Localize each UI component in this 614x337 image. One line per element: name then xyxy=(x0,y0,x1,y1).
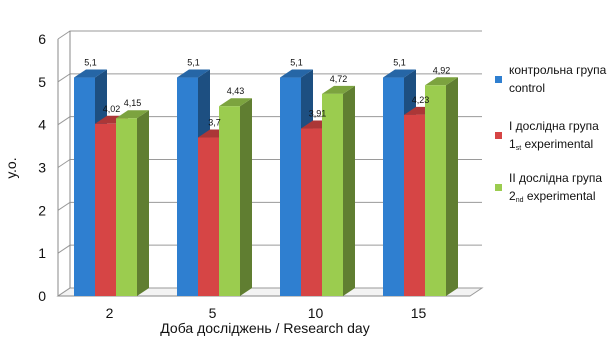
data-label: 5,1 xyxy=(187,58,200,68)
bar-top xyxy=(425,77,458,86)
data-label: 4,15 xyxy=(124,98,142,108)
bar-front xyxy=(322,93,343,297)
bar-front xyxy=(177,77,198,296)
bar-front xyxy=(116,118,137,296)
data-label: 5,1 xyxy=(84,58,97,68)
bar-side xyxy=(446,77,458,296)
data-label: 5,1 xyxy=(393,58,406,68)
legend-label-line2: 1st experimental xyxy=(509,137,593,152)
x-tick-label: 10 xyxy=(308,305,324,321)
x-tick-label: 15 xyxy=(411,305,427,321)
legend-item: ІІ дослідна група 2nd experimental xyxy=(495,171,602,204)
bar xyxy=(116,110,149,296)
data-label: 4,02 xyxy=(103,104,121,114)
data-label: 4,72 xyxy=(330,74,348,84)
bar xyxy=(219,98,252,296)
bar xyxy=(322,85,355,297)
legend: контрольна група control І дослідна група 1… xyxy=(495,63,607,204)
legend-item: контрольна група control xyxy=(495,63,607,95)
y-tick-label: 1 xyxy=(38,245,46,261)
bar-top xyxy=(322,85,355,94)
data-label: 5,1 xyxy=(290,58,303,68)
bar-front xyxy=(95,123,116,296)
bar-front xyxy=(219,106,240,296)
gridline xyxy=(57,73,482,83)
bar-top xyxy=(383,69,416,78)
y-tick-label: 3 xyxy=(38,160,46,176)
bar-top xyxy=(219,98,252,107)
data-label: 3,91 xyxy=(309,109,327,119)
bar-front xyxy=(404,114,425,296)
legend-label-line2: 2nd experimental xyxy=(509,189,596,204)
bar-side xyxy=(137,110,149,296)
y-axis-title: у.о. xyxy=(3,157,19,178)
bar xyxy=(425,77,458,296)
bar-top xyxy=(116,110,149,119)
x-tick-label: 5 xyxy=(209,305,217,321)
legend-swatch xyxy=(495,76,502,83)
bar-front xyxy=(74,77,95,296)
legend-label-line1: контрольна група xyxy=(509,63,607,77)
y-tick-label: 6 xyxy=(38,31,46,47)
legend-swatch xyxy=(495,132,502,139)
y-tick-label: 5 xyxy=(38,74,46,90)
bar-front xyxy=(383,77,404,296)
bars-layer xyxy=(74,69,458,297)
bar-front xyxy=(198,137,219,296)
bar-side xyxy=(343,85,355,297)
bar-side xyxy=(240,98,252,296)
legend-item: І дослідна група 1st experimental xyxy=(495,119,599,152)
data-label: 3,7 xyxy=(208,118,221,128)
legend-swatch xyxy=(495,184,502,191)
legend-label-line1: І дослідна група xyxy=(509,119,599,133)
bar-top xyxy=(280,69,313,78)
gridline xyxy=(57,30,482,40)
bar-front xyxy=(280,77,301,296)
bar-front xyxy=(301,128,322,296)
bar-front xyxy=(425,85,446,296)
data-label: 4,43 xyxy=(227,86,245,96)
legend-label-line1: ІІ дослідна група xyxy=(509,171,602,185)
data-labels-layer: 5,1 4,024,15 5,1 3,7 4,43 5,1 3,91 4,72 5,1 4,23 4… xyxy=(84,58,450,128)
bar-top xyxy=(177,69,210,78)
y-tick-label: 2 xyxy=(38,202,46,218)
y-tick-label: 4 xyxy=(38,117,46,133)
data-label: 4,23 xyxy=(412,95,430,105)
legend-label-line2: control xyxy=(509,81,545,95)
x-axis-title: Доба досліджень / Research day xyxy=(160,320,369,336)
bar-top xyxy=(74,69,107,78)
y-tick-label: 0 xyxy=(38,288,46,304)
x-tick-label: 2 xyxy=(106,305,114,321)
data-label: 4,92 xyxy=(433,65,451,75)
